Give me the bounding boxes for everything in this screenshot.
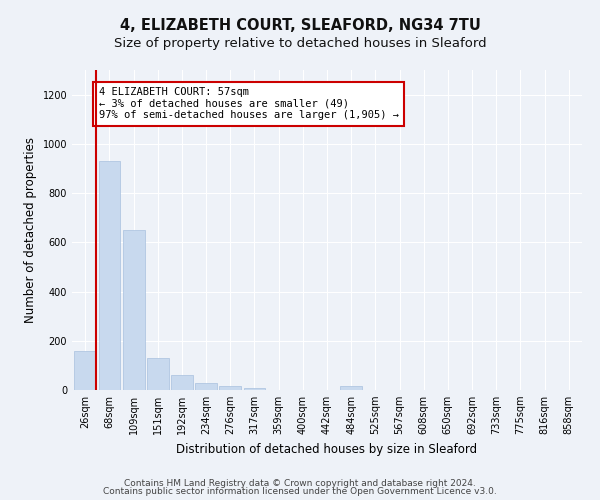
Bar: [244, 388, 265, 390]
Bar: [74, 350, 96, 390]
Bar: [98, 161, 121, 390]
Text: 4, ELIZABETH COURT, SLEAFORD, NG34 7TU: 4, ELIZABETH COURT, SLEAFORD, NG34 7TU: [119, 18, 481, 32]
Bar: [147, 358, 169, 390]
Text: Size of property relative to detached houses in Sleaford: Size of property relative to detached ho…: [113, 38, 487, 51]
Text: Contains HM Land Registry data © Crown copyright and database right 2024.: Contains HM Land Registry data © Crown c…: [124, 478, 476, 488]
X-axis label: Distribution of detached houses by size in Sleaford: Distribution of detached houses by size …: [176, 442, 478, 456]
Bar: [171, 375, 193, 390]
Text: Contains public sector information licensed under the Open Government Licence v3: Contains public sector information licen…: [103, 487, 497, 496]
Bar: [220, 386, 241, 390]
Bar: [195, 382, 217, 390]
Bar: [340, 386, 362, 390]
Y-axis label: Number of detached properties: Number of detached properties: [24, 137, 37, 323]
Text: 4 ELIZABETH COURT: 57sqm
← 3% of detached houses are smaller (49)
97% of semi-de: 4 ELIZABETH COURT: 57sqm ← 3% of detache…: [98, 87, 398, 120]
Bar: [123, 230, 145, 390]
